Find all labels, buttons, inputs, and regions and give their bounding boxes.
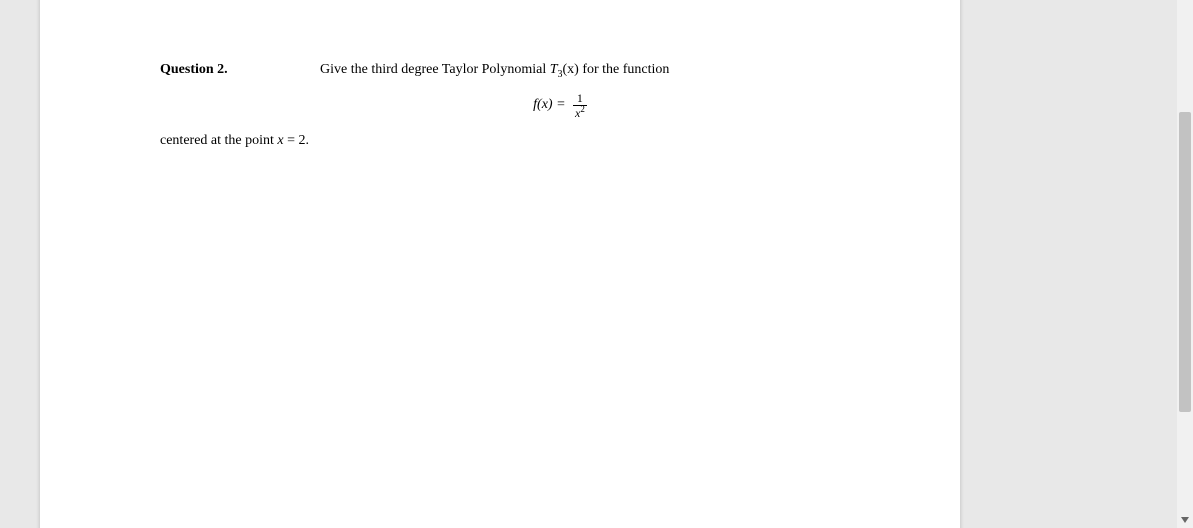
formula: f(x) = 1 x2 <box>533 92 587 119</box>
scroll-down-icon[interactable] <box>1177 512 1193 528</box>
question-header: Question 2. Give the third degree Taylor… <box>160 60 840 80</box>
prompt-text-after: for the function <box>579 62 670 77</box>
document-page: Question 2. Give the third degree Taylor… <box>40 0 960 528</box>
question-prompt: Give the third degree Taylor Polynomial … <box>320 60 840 80</box>
viewport: Question 2. Give the third degree Taylor… <box>0 0 1193 528</box>
closing-eq: = 2. <box>284 133 309 148</box>
closing-before: centered at the point <box>160 133 277 148</box>
poly-arg: (x) <box>563 62 579 77</box>
scrollbar-track[interactable] <box>1177 0 1193 528</box>
formula-row: f(x) = 1 x2 <box>160 92 840 119</box>
formula-lhs: f(x) = <box>533 97 565 113</box>
prompt-text-before: Give the third degree Taylor Polynomial <box>320 62 550 77</box>
fraction-denominator: x2 <box>573 105 587 119</box>
fraction: 1 x2 <box>573 92 587 119</box>
question-label: Question 2. <box>160 60 320 80</box>
question-closing: centered at the point x = 2. <box>160 133 840 149</box>
den-exponent: 2 <box>580 104 585 114</box>
poly-symbol: T <box>550 62 558 77</box>
scrollbar-thumb[interactable] <box>1179 112 1191 412</box>
